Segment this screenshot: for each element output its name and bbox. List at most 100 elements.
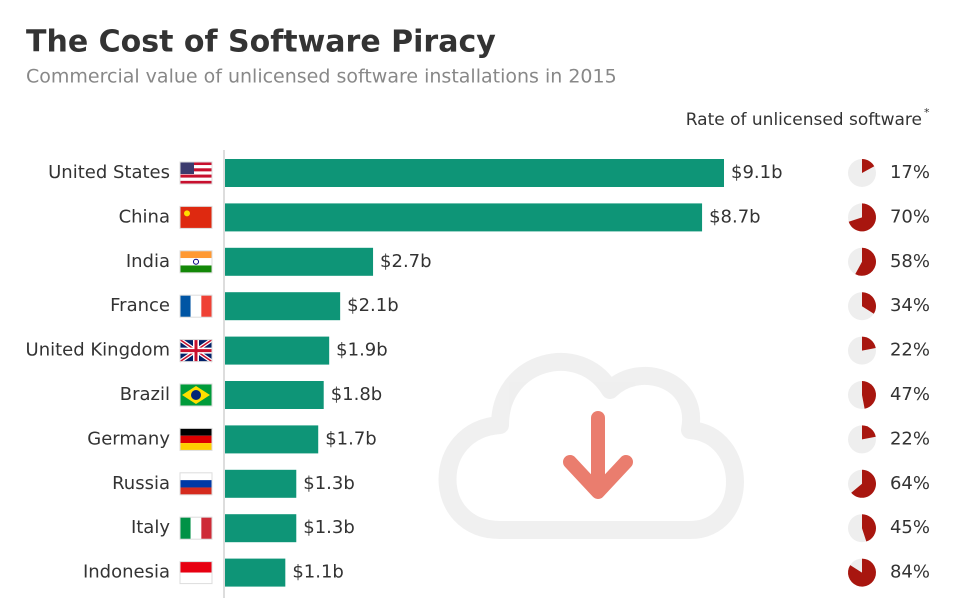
value-label: $2.1b (347, 295, 399, 316)
rate-header-mark: * (924, 106, 930, 119)
flag-stripe (201, 295, 212, 318)
pie-slice (862, 159, 875, 173)
flag-globe (191, 390, 201, 400)
bar (225, 514, 297, 543)
rate-label: 70% (890, 206, 930, 227)
value-label: $1.3b (303, 517, 355, 538)
pie-slice (848, 558, 877, 587)
flag-border (179, 472, 213, 496)
flag-stripe (190, 295, 202, 318)
value-label: $1.3b (303, 473, 355, 494)
bar (225, 381, 324, 409)
flag-stripe (180, 171, 212, 175)
cloud-icon (438, 353, 744, 539)
rate-label: 58% (890, 251, 930, 272)
flag (178, 337, 214, 364)
flag-stripe (180, 435, 212, 444)
flag-stripe (180, 561, 212, 573)
bar (225, 558, 286, 587)
flag-stripe (180, 295, 191, 318)
flag (180, 295, 212, 318)
flag-canton (180, 162, 194, 174)
flag (180, 384, 212, 406)
flag-border (179, 561, 213, 585)
flag-stripe (180, 443, 212, 451)
category-label: United States (48, 162, 170, 183)
flag-border (179, 294, 213, 318)
flag-stripe (190, 517, 202, 540)
rate-label: 17% (890, 162, 930, 183)
flag-border (179, 516, 213, 540)
flag-border (179, 427, 213, 451)
category-label: India (126, 251, 170, 272)
category-label: Russia (112, 473, 170, 494)
pie-slice (848, 203, 877, 232)
rate-label: 22% (890, 340, 930, 361)
flag-stripe (180, 572, 212, 584)
pie-slice (862, 336, 876, 351)
pie-slice (862, 381, 877, 409)
rate-label: 22% (890, 428, 930, 449)
value-label: $8.7b (709, 206, 761, 227)
rate-label: 64% (890, 473, 930, 494)
rate-label: 34% (890, 295, 930, 316)
flag-border (179, 205, 213, 229)
flag (180, 250, 212, 273)
flag-stripe (180, 180, 212, 184)
bar (225, 159, 724, 187)
flag (180, 472, 212, 495)
category-label: Germany (87, 428, 170, 449)
flag-stripe (180, 487, 212, 495)
flag (180, 162, 212, 184)
value-label: $1.8b (331, 384, 383, 405)
flag-stripe (180, 174, 212, 178)
flag-stripe (180, 250, 212, 259)
category-label: Italy (131, 517, 170, 538)
category-label: Brazil (120, 384, 170, 405)
category-label: France (110, 295, 170, 316)
bar (225, 247, 374, 276)
rate-header: Rate of unlicensed software (686, 110, 922, 130)
pie-slice (851, 469, 877, 498)
flag-border (179, 161, 213, 185)
value-label: $2.7b (380, 251, 432, 272)
chart-title: The Cost of Software Piracy (26, 25, 496, 60)
bar (225, 203, 703, 232)
flag-stripe (180, 177, 212, 181)
rate-label: 84% (890, 562, 930, 583)
flag-stripe (180, 472, 212, 481)
flag-stripe (180, 165, 212, 169)
flag (180, 206, 212, 229)
flag (180, 428, 212, 451)
flag-cross (180, 339, 212, 362)
value-label: $1.9b (336, 340, 388, 361)
rate-label: 45% (890, 517, 930, 538)
flag-stripe (180, 480, 212, 488)
flag-wheel (193, 258, 199, 265)
value-label: $1.7b (325, 428, 377, 449)
pie-slice (855, 247, 876, 276)
category-label: Indonesia (83, 562, 170, 583)
flag-border (179, 339, 213, 363)
flag-stripe (180, 206, 212, 229)
flag-stripe (201, 517, 212, 540)
bar (225, 336, 330, 365)
flag-stripe (180, 428, 212, 436)
pie-slice (862, 292, 877, 314)
bar (225, 292, 341, 321)
rate-label: 47% (890, 384, 930, 405)
flag-stripe (180, 517, 191, 540)
pie-slice (862, 514, 876, 542)
bar (225, 469, 297, 498)
flag (180, 561, 212, 584)
category-label: United Kingdom (26, 340, 170, 361)
flag-stripe (180, 162, 212, 166)
flag (180, 517, 212, 540)
flag-border (179, 250, 213, 274)
flag-border (179, 383, 213, 407)
category-label: China (119, 206, 170, 227)
flag-stripe (180, 168, 212, 172)
value-label: $1.1b (292, 562, 344, 583)
pie-slice (862, 425, 876, 440)
